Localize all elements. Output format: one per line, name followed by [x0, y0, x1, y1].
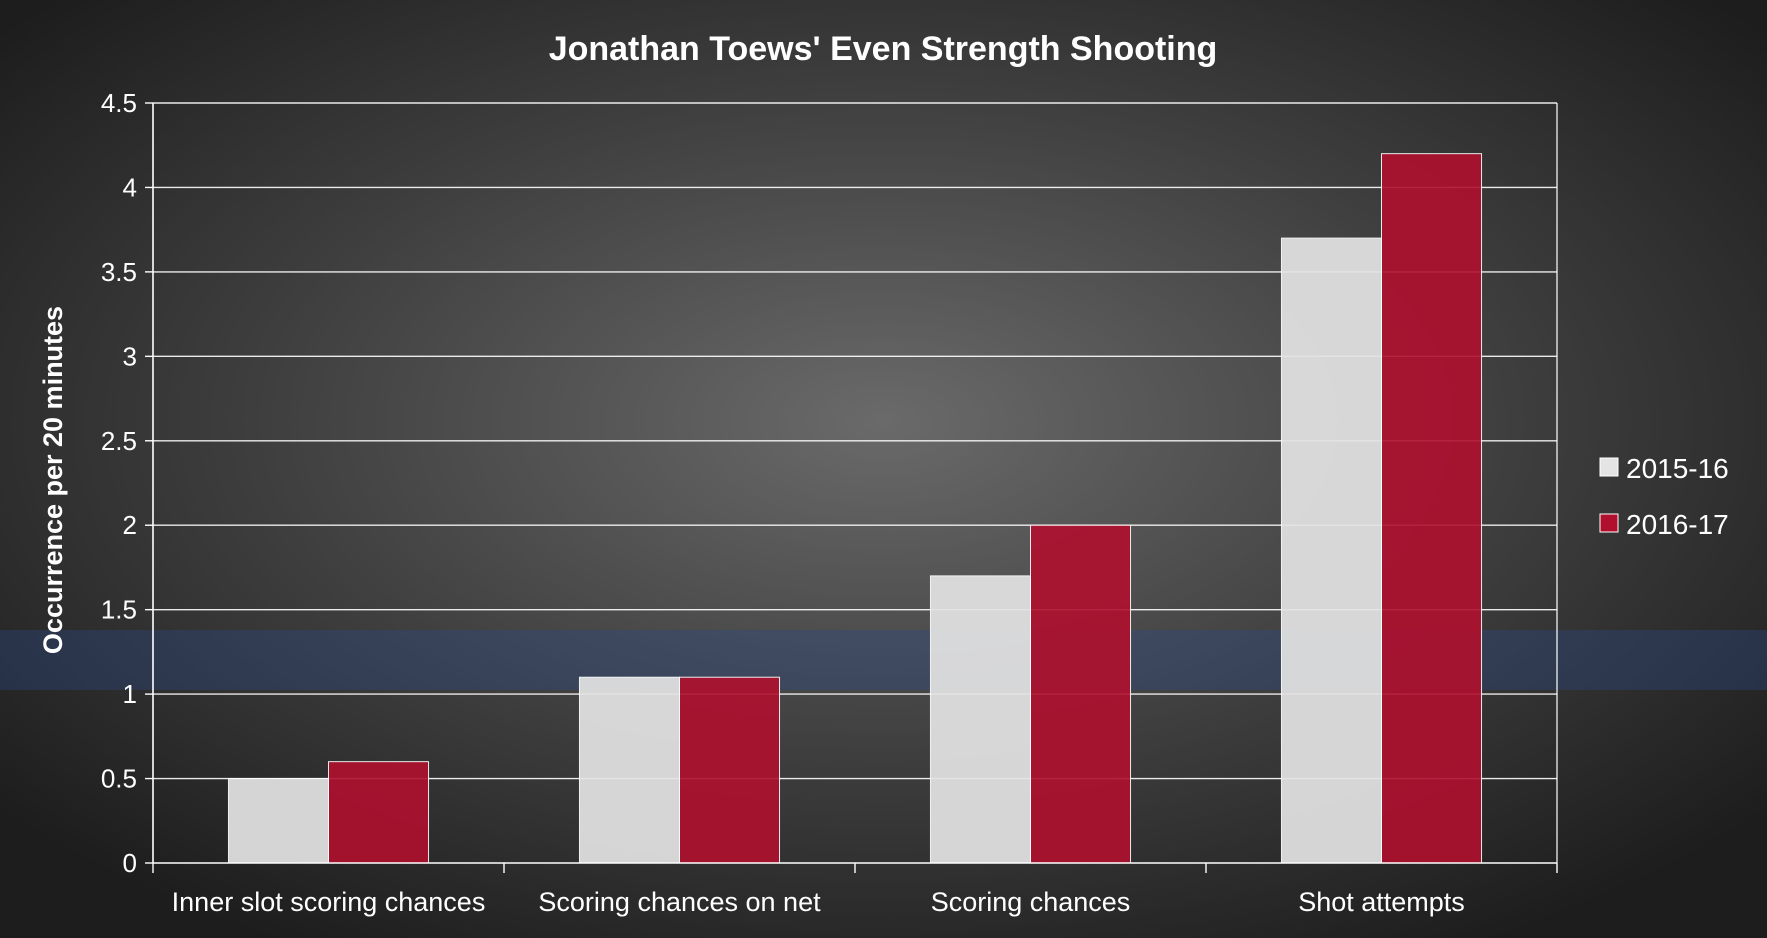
x-category-label: Scoring chances [931, 887, 1131, 917]
legend: 2015-16 2016-17 [1599, 453, 1729, 540]
chart-title: Jonathan Toews' Even Strength Shooting [549, 30, 1218, 68]
x-category-label: Shot attempts [1298, 887, 1465, 917]
x-category-label: Inner slot scoring chances [172, 887, 486, 917]
y-tick-label: 1.5 [101, 595, 137, 625]
x-category-label: Scoring chances on net [538, 887, 821, 917]
legend-label: 2016-17 [1626, 509, 1729, 540]
y-tick-label: 3 [123, 341, 137, 371]
background-rink-band [0, 630, 1767, 690]
y-tick-labels: 0 0.5 1 1.5 2 2.5 3 3.5 4 4.5 [101, 88, 137, 878]
bar-2015-16-3 [1280, 237, 1382, 864]
y-tick-label: 4.5 [101, 88, 137, 118]
bar-2016-17-1 [679, 676, 781, 864]
legend-swatch [1599, 457, 1619, 477]
bar-2016-17-0 [328, 761, 430, 864]
bar-2016-17-3 [1381, 153, 1483, 864]
y-tick-label: 0.5 [101, 764, 137, 794]
bar-2016-17-2 [1030, 524, 1132, 864]
y-axis-label: Occurrence per 20 minutes [38, 306, 68, 654]
y-tick-label: 4 [123, 172, 137, 202]
axes [145, 102, 1558, 873]
bar-2015-16-2 [929, 575, 1032, 864]
y-tick-label: 3.5 [101, 257, 137, 287]
y-tick-label: 0 [123, 848, 137, 878]
bar-2015-16-0 [227, 778, 329, 864]
category-labels: Inner slot scoring chances Scoring chance… [172, 887, 1465, 917]
y-tick-label: 2.5 [101, 426, 137, 456]
legend-label: 2015-16 [1626, 453, 1729, 484]
y-tick-label: 1 [123, 679, 137, 709]
y-tick-label: 2 [123, 510, 137, 540]
bar-2015-16-1 [578, 676, 681, 864]
legend-swatch [1599, 513, 1619, 533]
bars [227, 153, 1483, 864]
